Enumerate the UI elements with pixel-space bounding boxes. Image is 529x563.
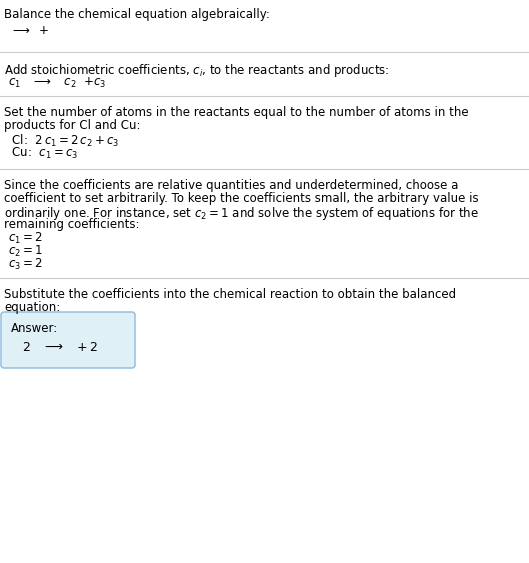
Text: remaining coefficients:: remaining coefficients: (4, 218, 140, 231)
Text: $c_1$   $\longrightarrow$   $c_2$  $+c_3$: $c_1$ $\longrightarrow$ $c_2$ $+c_3$ (8, 76, 106, 90)
Text: products for Cl and Cu:: products for Cl and Cu: (4, 119, 141, 132)
Text: Cu:  $c_1 = c_3$: Cu: $c_1 = c_3$ (8, 146, 78, 161)
FancyBboxPatch shape (1, 312, 135, 368)
Text: equation:: equation: (4, 301, 60, 314)
Text: Since the coefficients are relative quantities and underdetermined, choose a: Since the coefficients are relative quan… (4, 179, 458, 192)
Text: Add stoichiometric coefficients, $c_i$, to the reactants and products:: Add stoichiometric coefficients, $c_i$, … (4, 62, 389, 79)
Text: Set the number of atoms in the reactants equal to the number of atoms in the: Set the number of atoms in the reactants… (4, 106, 469, 119)
Text: coefficient to set arbitrarily. To keep the coefficients small, the arbitrary va: coefficient to set arbitrarily. To keep … (4, 192, 479, 205)
Text: $c_1 = 2$: $c_1 = 2$ (8, 231, 43, 246)
Text: $\longrightarrow$  +: $\longrightarrow$ + (10, 24, 50, 37)
Text: $2$   $\longrightarrow$   $+\,2$: $2$ $\longrightarrow$ $+\,2$ (22, 341, 98, 354)
Text: Answer:: Answer: (11, 322, 58, 335)
Text: $c_3 = 2$: $c_3 = 2$ (8, 257, 43, 272)
Text: ordinarily one. For instance, set $c_2 = 1$ and solve the system of equations fo: ordinarily one. For instance, set $c_2 =… (4, 205, 479, 222)
Text: Substitute the coefficients into the chemical reaction to obtain the balanced: Substitute the coefficients into the che… (4, 288, 456, 301)
Text: $c_2 = 1$: $c_2 = 1$ (8, 244, 43, 259)
Text: Cl:  $2\,c_1 = 2\,c_2 + c_3$: Cl: $2\,c_1 = 2\,c_2 + c_3$ (8, 133, 120, 149)
Text: Balance the chemical equation algebraically:: Balance the chemical equation algebraica… (4, 8, 270, 21)
